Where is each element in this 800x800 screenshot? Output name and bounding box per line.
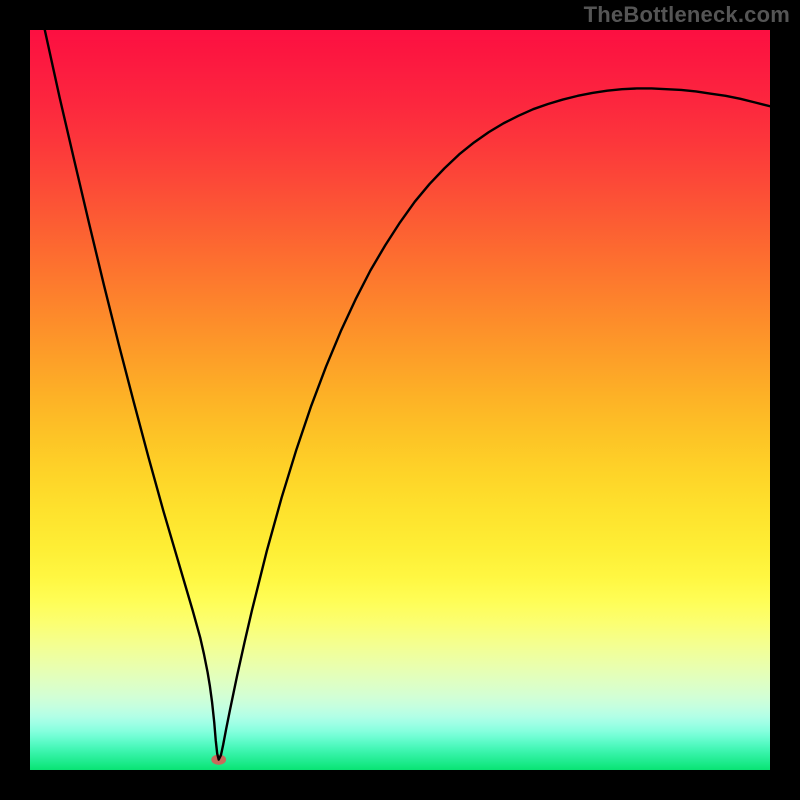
chart-plot-area <box>30 30 770 770</box>
watermark-text: TheBottleneck.com <box>584 2 790 28</box>
